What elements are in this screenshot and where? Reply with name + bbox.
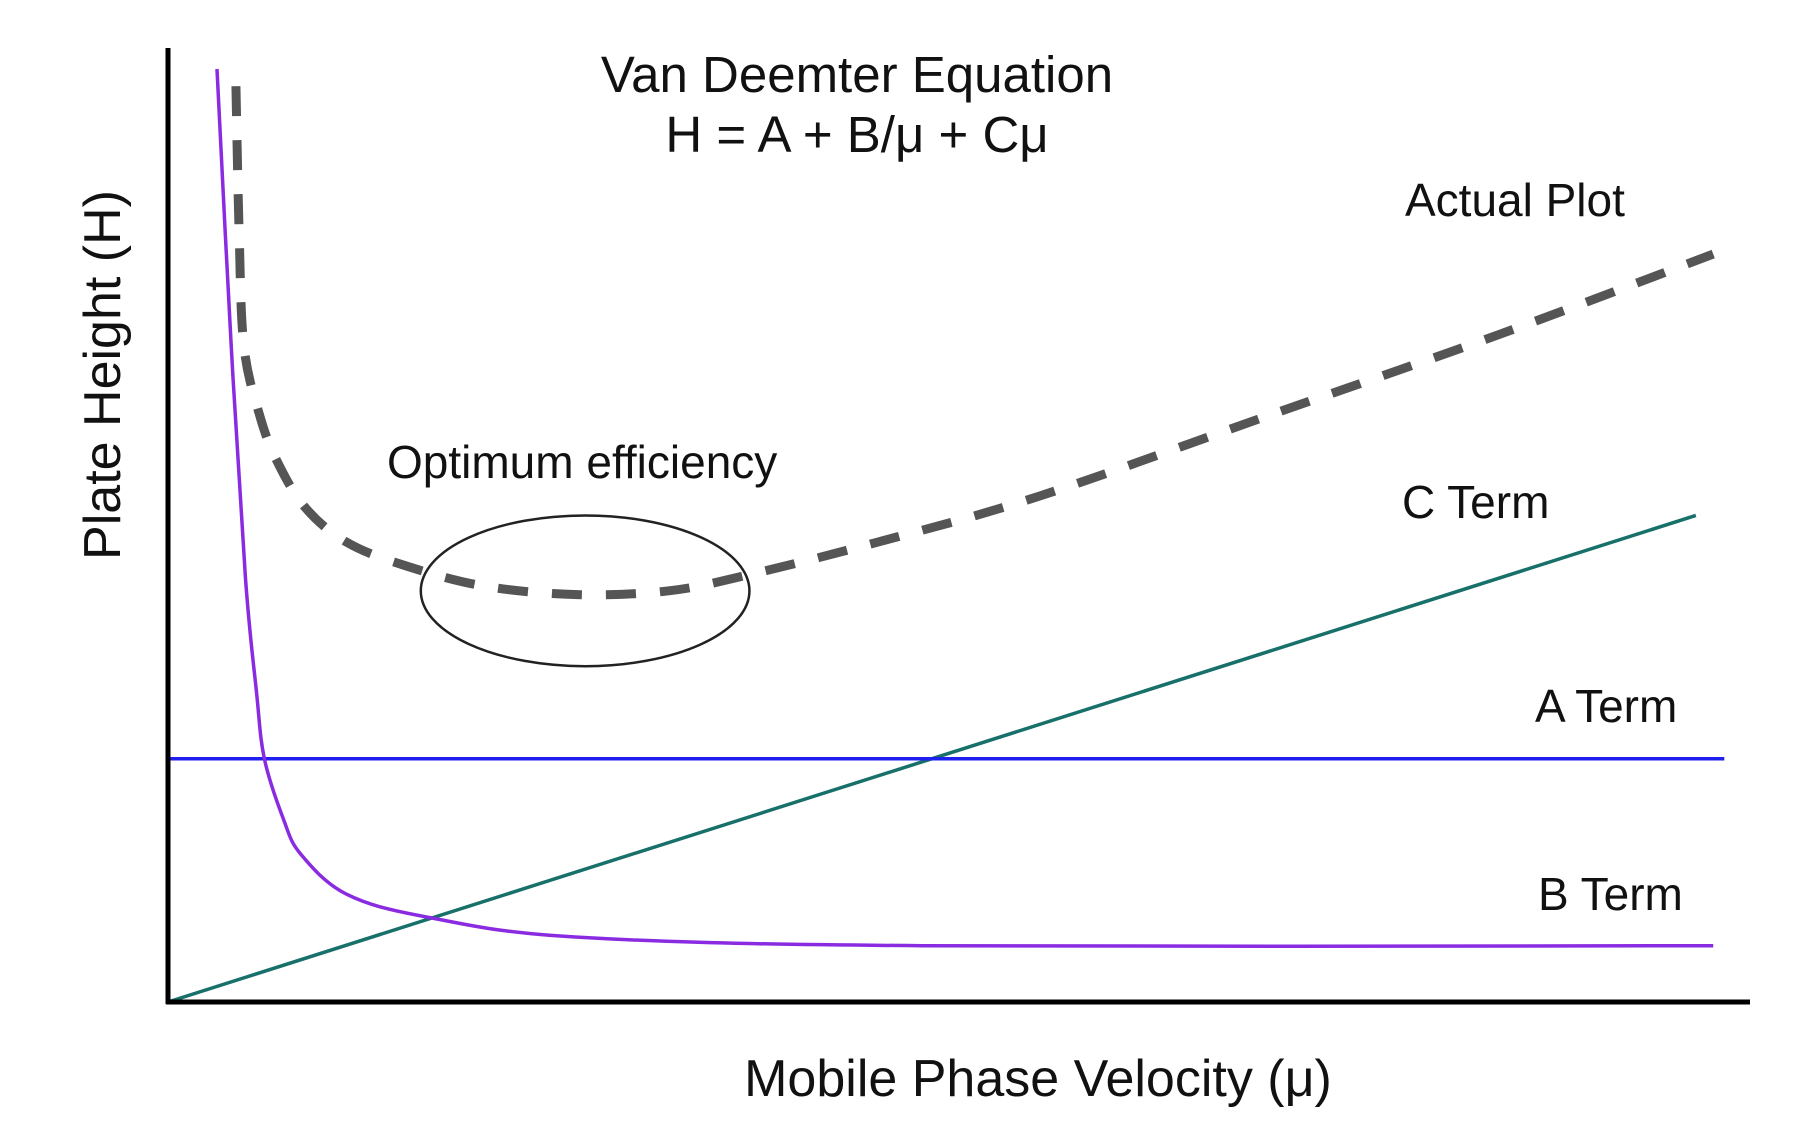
- y-axis-label: Plate Height (H): [74, 190, 132, 560]
- series-b-term: [215, 68, 1714, 949]
- annotation-optimum-efficiency: Optimum efficiency: [387, 436, 777, 488]
- series-label-c-term: C Term: [1402, 476, 1549, 528]
- series-label-b-term: B Term: [1538, 868, 1683, 920]
- series-label-a-term: A Term: [1535, 680, 1677, 732]
- series-layer: [167, 68, 1725, 1004]
- chart-subtitle: H = A + B/μ + Cμ: [665, 106, 1048, 163]
- series-label-actual-plot: Actual Plot: [1405, 174, 1625, 226]
- chart-title: Van Deemter Equation: [601, 46, 1113, 103]
- optimum-ellipse: [419, 514, 751, 668]
- x-axis-label: Mobile Phase Velocity (μ): [744, 1050, 1332, 1108]
